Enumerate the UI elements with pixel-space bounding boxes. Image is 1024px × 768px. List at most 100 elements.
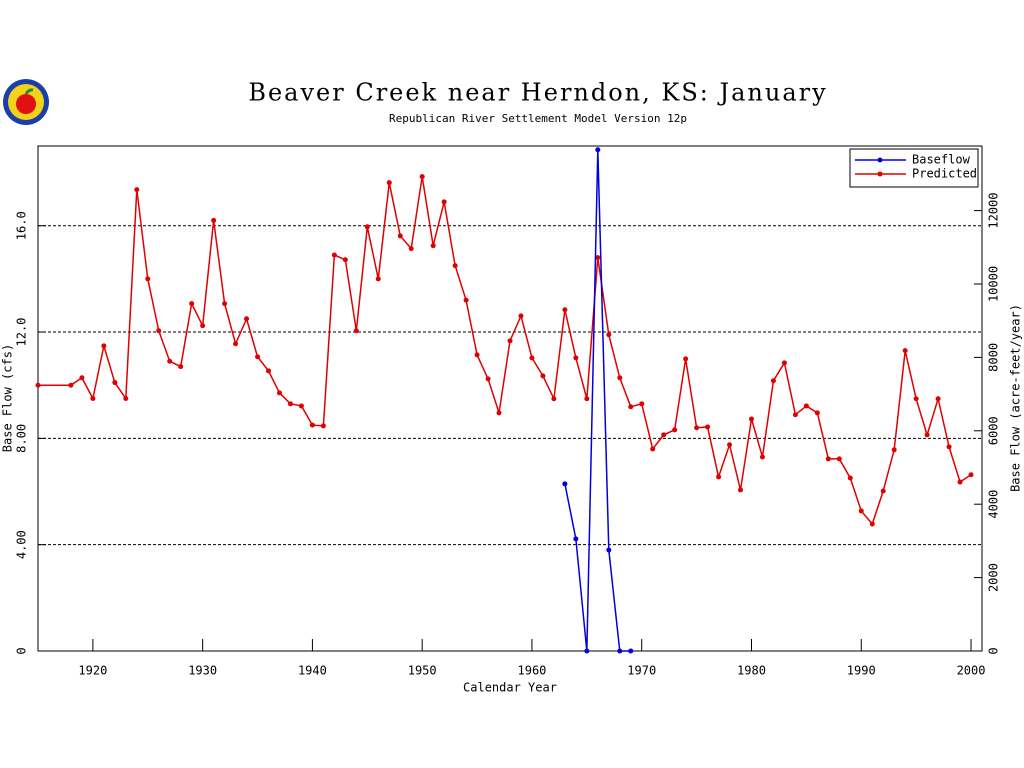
data-point: [606, 547, 612, 553]
data-point: [189, 301, 195, 307]
data-point: [35, 382, 41, 388]
data-point: [430, 243, 436, 249]
data-point: [573, 536, 579, 542]
legend-marker: [877, 157, 883, 163]
y2-tick-label: 4000: [987, 490, 1001, 519]
data-point: [518, 313, 524, 319]
data-point: [233, 341, 239, 347]
data-point: [946, 444, 952, 450]
data-point: [902, 348, 908, 354]
data-point: [244, 316, 250, 322]
data-point: [255, 354, 261, 360]
x-tick-label: 1980: [737, 664, 766, 678]
data-point: [683, 356, 689, 362]
data-point: [441, 199, 447, 205]
logo: [3, 79, 49, 125]
data-point: [68, 382, 74, 388]
data-point: [562, 307, 568, 313]
data-point: [540, 373, 546, 379]
data-point: [858, 508, 864, 514]
y-tick-label: 0: [15, 647, 29, 654]
data-point: [792, 412, 798, 418]
data-point: [298, 403, 304, 409]
y2-tick-label: 10000: [987, 266, 1001, 302]
data-point: [738, 487, 744, 493]
y2-tick-label: 12000: [987, 193, 1001, 229]
data-point: [748, 416, 754, 422]
data-point: [869, 521, 875, 527]
data-point: [364, 224, 370, 230]
data-point: [331, 252, 337, 258]
data-point: [178, 364, 184, 370]
data-point: [309, 422, 315, 428]
data-point: [814, 410, 820, 416]
data-point: [474, 352, 480, 358]
data-point: [595, 147, 601, 153]
x-tick-label: 1930: [188, 664, 217, 678]
x-axis-label: Calendar Year: [463, 681, 557, 695]
legend-label: Predicted: [912, 167, 977, 181]
y-tick-label: 16.0: [15, 211, 29, 240]
data-point: [705, 424, 711, 430]
data-point: [90, 396, 96, 401]
data-point: [759, 454, 765, 460]
data-point: [452, 263, 458, 269]
legend-marker: [877, 171, 883, 177]
chart-subtitle: Republican River Settlement Model Versio…: [389, 112, 687, 125]
data-point: [836, 456, 842, 462]
data-point: [825, 456, 831, 462]
data-point: [342, 257, 348, 263]
x-tick-label: 1970: [627, 664, 656, 678]
data-point: [628, 648, 634, 654]
data-point: [211, 217, 217, 223]
x-tick-label: 1990: [847, 664, 876, 678]
data-point: [880, 488, 886, 494]
chart-title: Beaver Creek near Herndon, KS: January: [248, 79, 827, 107]
data-point: [485, 376, 491, 382]
y-axis-label: Base Flow (cfs): [1, 344, 15, 452]
data-point: [287, 401, 293, 407]
data-point: [935, 396, 941, 402]
y2-tick-label: 8000: [987, 343, 1001, 372]
data-point: [375, 276, 381, 282]
data-point: [606, 332, 612, 338]
data-point: [419, 174, 425, 180]
data-point: [562, 481, 568, 487]
data-point: [694, 425, 700, 431]
data-point: [463, 297, 469, 303]
data-point: [891, 447, 897, 453]
data-point: [803, 403, 809, 409]
x-tick-label: 1950: [408, 664, 437, 678]
data-point: [639, 401, 645, 407]
data-point: [847, 475, 853, 481]
data-point: [924, 432, 930, 438]
x-tick-label: 1940: [298, 664, 327, 678]
data-point: [123, 396, 129, 401]
data-point: [529, 355, 535, 361]
y2-tick-label: 6000: [987, 416, 1001, 445]
data-point: [200, 323, 206, 329]
series-line: [38, 176, 972, 526]
data-point: [112, 380, 118, 386]
x-tick-label: 1960: [518, 664, 547, 678]
data-point: [727, 442, 733, 448]
legend-box: [849, 148, 979, 188]
data-point: [770, 378, 776, 384]
data-point: [617, 648, 623, 654]
data-point: [650, 446, 656, 452]
data-point: [167, 358, 173, 364]
data-point: [276, 390, 282, 396]
data-point: [353, 328, 359, 334]
data-point: [408, 246, 414, 252]
data-point: [584, 396, 590, 402]
x-tick-label: 2000: [957, 664, 986, 678]
legend-label: Baseflow: [912, 153, 971, 167]
data-point: [595, 255, 601, 261]
plot-frame: [37, 145, 983, 652]
y-tick-label: 12.0: [15, 318, 29, 347]
data-point: [320, 423, 326, 429]
y-tick-label: 8.00: [15, 424, 29, 453]
data-point: [617, 375, 623, 381]
